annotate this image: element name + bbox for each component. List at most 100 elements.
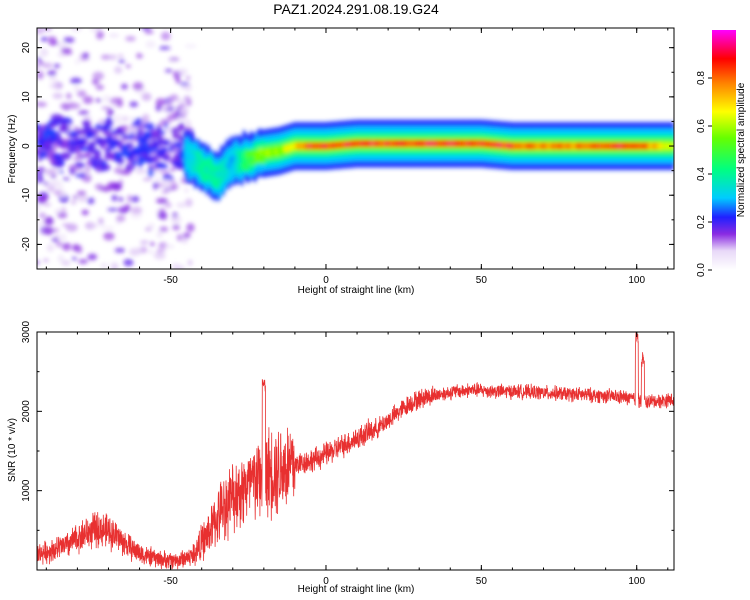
noise-cell bbox=[114, 66, 123, 74]
noise-cell bbox=[47, 70, 57, 77]
noise-cell bbox=[37, 63, 40, 70]
noise-cell bbox=[100, 54, 112, 60]
noise-cell bbox=[170, 215, 182, 225]
noise-cell bbox=[59, 160, 65, 166]
noise-cell bbox=[141, 92, 152, 101]
spectrogram-axes: -50 0 50 100 -20 -10 0 10 20 bbox=[21, 27, 675, 286]
noise-cell bbox=[76, 190, 87, 196]
noise-cell bbox=[172, 262, 179, 269]
ridge-cell bbox=[196, 157, 203, 165]
noise-cell bbox=[102, 124, 108, 132]
spectrogram-y-axis-label: Frequency (Hz) bbox=[7, 115, 18, 184]
noise-cell bbox=[184, 187, 189, 194]
noise-cell bbox=[37, 220, 43, 227]
noise-cell bbox=[91, 78, 100, 85]
noise-cell bbox=[175, 77, 181, 84]
colorbar-ticks: 0.0 0.2 0.4 0.6 0.8 bbox=[696, 71, 712, 277]
noise-cell bbox=[172, 224, 181, 231]
colorbar-tick-label: 0.4 bbox=[696, 167, 707, 181]
noise-cell bbox=[107, 207, 119, 212]
noise-cell bbox=[47, 185, 56, 193]
noise-cell bbox=[57, 212, 68, 219]
y-tick-label: 3000 bbox=[21, 320, 32, 343]
noise-cell bbox=[126, 194, 133, 203]
noise-cell bbox=[178, 68, 188, 76]
noise-cell bbox=[73, 166, 82, 171]
noise-cell bbox=[55, 135, 62, 143]
noise-cell bbox=[156, 125, 161, 132]
noise-cell bbox=[109, 97, 120, 104]
noise-cell bbox=[170, 112, 176, 120]
noise-cell bbox=[170, 183, 179, 191]
noise-cell bbox=[166, 98, 172, 108]
noise-cell bbox=[48, 83, 61, 89]
noise-cell bbox=[78, 259, 88, 264]
noise-cell bbox=[82, 52, 90, 60]
noise-cell bbox=[37, 57, 42, 62]
noise-cell bbox=[82, 96, 94, 105]
noise-cell bbox=[43, 226, 54, 236]
noise-cell bbox=[118, 171, 129, 175]
noise-cell bbox=[37, 204, 41, 212]
noise-cell bbox=[111, 182, 123, 192]
colorbar: 0.0 0.2 0.4 0.6 0.8 Normalized spectral ampl… bbox=[696, 30, 747, 277]
noise-cell bbox=[70, 77, 82, 85]
noise-cell bbox=[118, 206, 129, 214]
noise-cell bbox=[113, 151, 124, 159]
noise-cell bbox=[185, 120, 192, 127]
noise-cell bbox=[100, 262, 109, 269]
noise-cell bbox=[81, 209, 89, 216]
noise-cell bbox=[80, 153, 92, 158]
noise-cell bbox=[155, 98, 166, 107]
noise-cell bbox=[86, 222, 99, 229]
noise-cell bbox=[174, 160, 184, 169]
noise-cell bbox=[103, 226, 115, 230]
noise-cell bbox=[160, 107, 170, 111]
noise-cell bbox=[153, 181, 158, 190]
x-tick-label: 50 bbox=[476, 576, 488, 587]
noise-cell bbox=[176, 116, 188, 121]
noise-cell bbox=[76, 152, 82, 159]
noise-cell bbox=[158, 163, 169, 169]
noise-cell bbox=[118, 59, 125, 64]
noise-cell bbox=[132, 82, 144, 91]
noise-cell bbox=[138, 161, 143, 169]
noise-cell bbox=[47, 36, 57, 43]
noise-cell bbox=[124, 149, 131, 158]
noise-cell bbox=[130, 206, 143, 214]
noise-cell bbox=[62, 121, 67, 127]
noise-cell bbox=[62, 242, 72, 251]
noise-cell bbox=[178, 135, 185, 142]
noise-cell bbox=[46, 244, 55, 252]
noise-cell bbox=[156, 230, 163, 239]
noise-cell bbox=[43, 181, 49, 185]
noise-cell bbox=[75, 58, 80, 65]
noise-cell bbox=[142, 131, 153, 139]
noise-cell bbox=[136, 52, 141, 59]
noise-cell bbox=[179, 106, 190, 115]
noise-cell bbox=[92, 71, 104, 81]
noise-cell bbox=[106, 108, 114, 117]
noise-cell bbox=[60, 233, 67, 242]
noise-cell bbox=[100, 186, 112, 192]
noise-cell bbox=[160, 31, 171, 41]
noise-cell bbox=[113, 114, 125, 124]
noise-cell bbox=[155, 149, 163, 157]
x-tick-label: 50 bbox=[476, 275, 488, 286]
noise-cell bbox=[72, 195, 78, 199]
noise-cell bbox=[76, 90, 87, 98]
noise-cell bbox=[123, 258, 134, 267]
noise-cell bbox=[43, 141, 53, 147]
x-tick-label: -50 bbox=[163, 275, 178, 286]
noise-cell bbox=[70, 130, 75, 138]
noise-cell bbox=[147, 147, 156, 152]
noise-cell bbox=[136, 130, 142, 137]
snr-axes: -50 0 50 100 1000 2000 3000 bbox=[21, 320, 675, 587]
noise-cell bbox=[60, 138, 72, 143]
noise-cell bbox=[87, 147, 98, 152]
noise-cell bbox=[96, 34, 104, 40]
noise-cell bbox=[37, 28, 45, 35]
noise-cell bbox=[120, 83, 128, 90]
noise-cell bbox=[117, 54, 124, 58]
